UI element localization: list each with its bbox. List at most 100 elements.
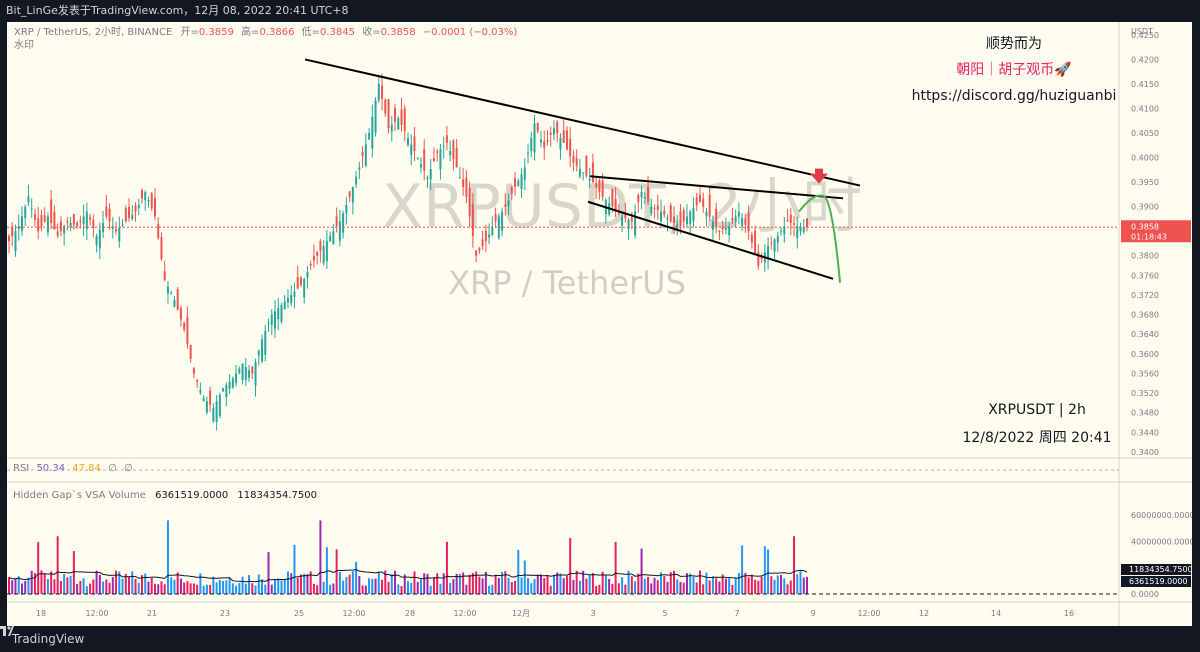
candle-body bbox=[85, 211, 88, 229]
wedge-upper-trendline bbox=[589, 175, 844, 200]
volume-bar bbox=[462, 572, 465, 594]
volume-bar bbox=[189, 583, 192, 594]
volume-tag-text: 6361519.0000 bbox=[1129, 577, 1188, 586]
candle-body bbox=[747, 213, 750, 232]
candle-body bbox=[176, 289, 179, 310]
volume-bar bbox=[653, 577, 656, 594]
candle-body bbox=[50, 199, 53, 224]
volume-bar bbox=[634, 581, 637, 594]
candle-body bbox=[530, 137, 533, 151]
volume-bar bbox=[601, 571, 604, 594]
volume-bar bbox=[368, 578, 371, 594]
candle-body bbox=[267, 322, 270, 324]
candle-body bbox=[744, 218, 747, 225]
candle-body bbox=[157, 223, 160, 238]
annotation-author[interactable]: 朝阳｜胡子观币🚀 bbox=[956, 61, 1072, 78]
annotation-datetime[interactable]: 12/8/2022 周四 20:41 bbox=[962, 430, 1111, 446]
volume-bar bbox=[225, 580, 228, 594]
candle-body bbox=[53, 212, 56, 230]
volume-bar bbox=[647, 576, 650, 594]
candles[interactable] bbox=[8, 73, 808, 431]
rsi-label: RSI bbox=[13, 463, 29, 474]
time-tick: 7 bbox=[734, 609, 739, 618]
volume-bar bbox=[176, 572, 179, 594]
volume-bar bbox=[627, 570, 630, 594]
volume-bar bbox=[591, 573, 594, 594]
candle-body bbox=[306, 272, 309, 278]
candle-body bbox=[501, 211, 504, 231]
volume-bar bbox=[786, 584, 789, 594]
candle-body bbox=[552, 128, 555, 135]
volume-bar bbox=[377, 571, 380, 594]
volume-bar bbox=[510, 582, 513, 594]
drawings[interactable] bbox=[7, 58, 1119, 283]
volume-bar bbox=[374, 578, 377, 594]
volume-bar bbox=[673, 570, 675, 594]
candle-body bbox=[244, 366, 247, 380]
candle-body bbox=[471, 203, 474, 237]
volume-bar bbox=[478, 576, 481, 594]
candle-body bbox=[153, 198, 156, 217]
candle-body bbox=[724, 227, 727, 230]
candle-body bbox=[150, 193, 153, 209]
price-tick: 0.4150 bbox=[1131, 80, 1159, 89]
candle-body bbox=[251, 366, 254, 374]
annotation-slogan[interactable]: 顺势而为 bbox=[986, 36, 1042, 52]
candle-body bbox=[497, 216, 500, 238]
volume-bar bbox=[789, 580, 792, 594]
footer-brand[interactable]: TradingView bbox=[11, 632, 85, 646]
candle-body bbox=[199, 389, 202, 393]
candle-body bbox=[228, 381, 231, 389]
candle-body bbox=[591, 162, 594, 183]
candle-body bbox=[637, 195, 640, 202]
rsi-legend: RSI 50.34 47.84 ∅ ∅ bbox=[13, 463, 133, 474]
volume-bar bbox=[293, 544, 296, 594]
annotation-pair[interactable]: XRPUSDT | 2h bbox=[988, 402, 1086, 418]
candle-body bbox=[215, 401, 218, 422]
volume-bar bbox=[192, 583, 195, 594]
volume-bar bbox=[458, 573, 461, 594]
time-tick: 3 bbox=[590, 609, 595, 618]
volume-bars[interactable] bbox=[7, 520, 1119, 595]
price-unit: USDT bbox=[1131, 27, 1153, 36]
candle-body bbox=[491, 227, 494, 236]
candle-body bbox=[423, 149, 426, 171]
volume-bar bbox=[552, 574, 555, 594]
annotation-link[interactable]: https://discord.gg/huziguanbi bbox=[912, 88, 1117, 104]
volume-bar bbox=[59, 581, 62, 594]
volume-bar bbox=[407, 581, 409, 594]
volume-bar bbox=[134, 578, 137, 594]
volume-bar bbox=[517, 550, 520, 594]
projection-path bbox=[798, 194, 841, 283]
volume-bar bbox=[773, 579, 776, 594]
volume-bar bbox=[695, 582, 698, 594]
volume-bar bbox=[410, 582, 413, 594]
candle-body bbox=[283, 301, 286, 310]
time-tick: 9 bbox=[810, 609, 815, 618]
wedge-lower-trendline bbox=[587, 200, 834, 280]
candle-body bbox=[11, 226, 14, 237]
chart-canvas[interactable]: XRPUSDT, 2小时 XRP / TetherUS XRP / Tether… bbox=[7, 22, 1192, 626]
volume-bar bbox=[452, 579, 455, 594]
volume-bar bbox=[731, 584, 734, 594]
candle-body bbox=[27, 196, 30, 203]
candle-body bbox=[575, 157, 578, 166]
volume-bar bbox=[497, 577, 500, 594]
volume-bar bbox=[799, 571, 802, 594]
volume-bar bbox=[780, 575, 783, 594]
volume-bar bbox=[621, 577, 624, 594]
volume-bar bbox=[205, 584, 208, 594]
volume-bar bbox=[303, 573, 306, 594]
candle-body bbox=[95, 236, 98, 246]
volume-bar bbox=[387, 581, 390, 594]
candle-body bbox=[40, 214, 43, 227]
candle-body bbox=[196, 380, 199, 382]
chart-svg[interactable]: XRPUSDT, 2小时 XRP / TetherUS XRP / Tether… bbox=[7, 22, 1192, 626]
volume-bar bbox=[423, 573, 426, 594]
candle-body bbox=[257, 350, 260, 356]
time-tick: 12 bbox=[919, 609, 929, 618]
volume-bar bbox=[617, 583, 620, 594]
candle-body bbox=[325, 241, 328, 262]
price-tick: 0.3640 bbox=[1131, 330, 1159, 339]
volume-bar bbox=[11, 580, 14, 594]
